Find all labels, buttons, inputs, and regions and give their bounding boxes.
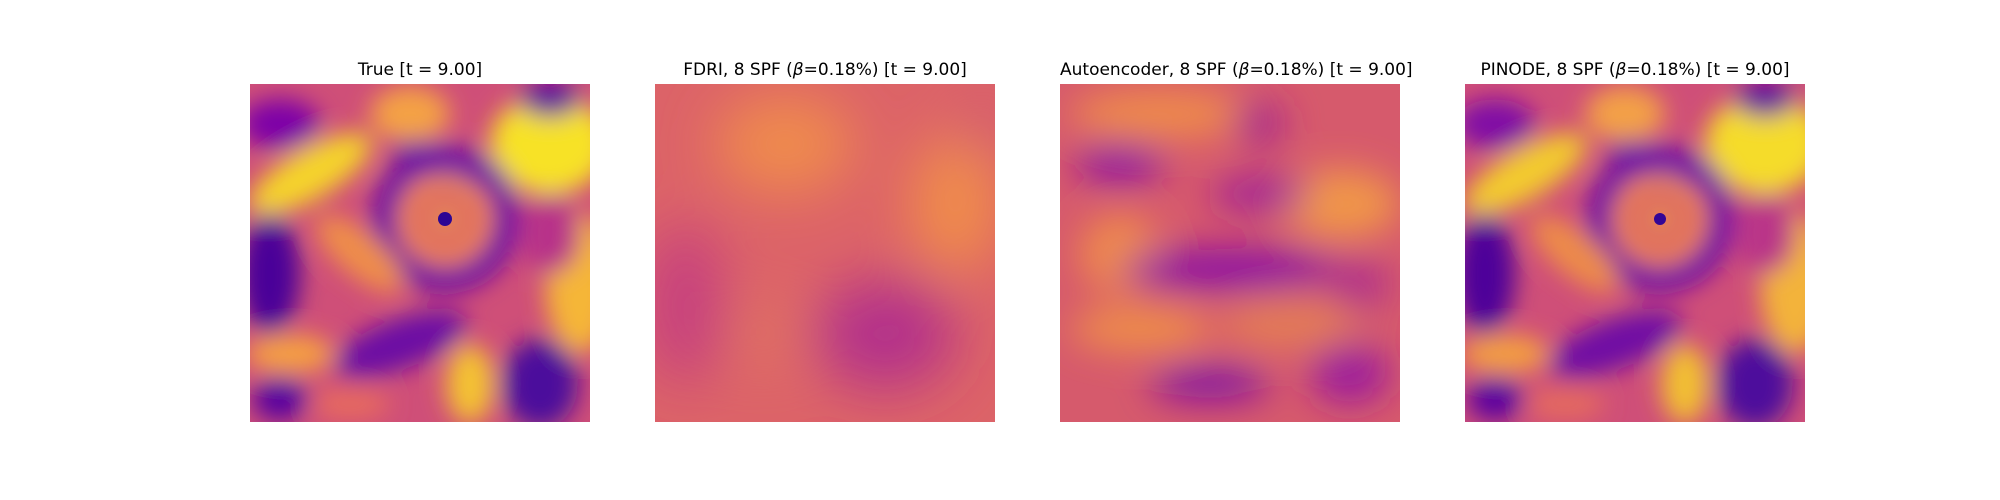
panel-pinode: PINODE, 8 SPF (β=0.18%) [t = 9.00] — [1465, 56, 1805, 422]
vortex-core — [438, 212, 452, 226]
panel-title: FDRI, 8 SPF (β=0.18%) [t = 9.00] — [683, 60, 967, 80]
panel-fdri: FDRI, 8 SPF (β=0.18%) [t = 9.00] — [655, 56, 995, 422]
field-image-true — [250, 84, 590, 422]
field-image-fdri — [655, 84, 995, 422]
panel-title: Autoencoder, 8 SPF (β=0.18%) [t = 9.00] — [1060, 60, 1413, 80]
field-image-autoencoder — [1060, 84, 1400, 422]
vortex-core — [1654, 213, 1666, 225]
panel-title: True [t = 9.00] — [357, 60, 483, 80]
panel-true: True [t = 9.00] — [250, 56, 590, 422]
heatmap-fdri — [655, 84, 995, 422]
panel-title: PINODE, 8 SPF (β=0.18%) [t = 9.00] — [1480, 60, 1790, 80]
field-image-pinode — [1465, 84, 1805, 422]
heatmap-true — [250, 84, 590, 422]
panel-autoencoder: Autoencoder, 8 SPF (β=0.18%) [t = 9.00] — [1060, 56, 1413, 422]
heatmap-pinode — [1465, 84, 1805, 422]
heatmap-autoencoder — [1060, 84, 1400, 422]
